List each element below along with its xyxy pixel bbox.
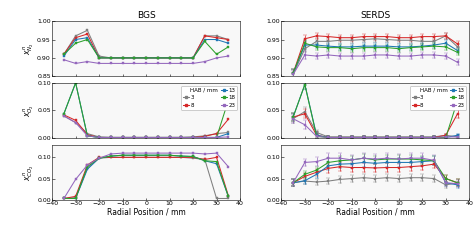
- Y-axis label: $x^n_{CO_2}$: $x^n_{CO_2}$: [21, 164, 36, 180]
- X-axis label: Radial Position / mm: Radial Position / mm: [336, 208, 415, 216]
- Y-axis label: $x^n_{N_2}$: $x^n_{N_2}$: [21, 42, 36, 55]
- Legend: HAB / mm, 3, 8, 13, 18, 23: HAB / mm, 3, 8, 13, 18, 23: [410, 86, 466, 110]
- Title: BGS: BGS: [137, 11, 155, 20]
- Legend: HAB / mm, 3, 8, 13, 18, 23: HAB / mm, 3, 8, 13, 18, 23: [181, 86, 237, 110]
- Y-axis label: $x^n_{O_2}$: $x^n_{O_2}$: [21, 104, 36, 117]
- Title: SERDS: SERDS: [360, 11, 391, 20]
- X-axis label: Radial Position / mm: Radial Position / mm: [107, 208, 185, 216]
